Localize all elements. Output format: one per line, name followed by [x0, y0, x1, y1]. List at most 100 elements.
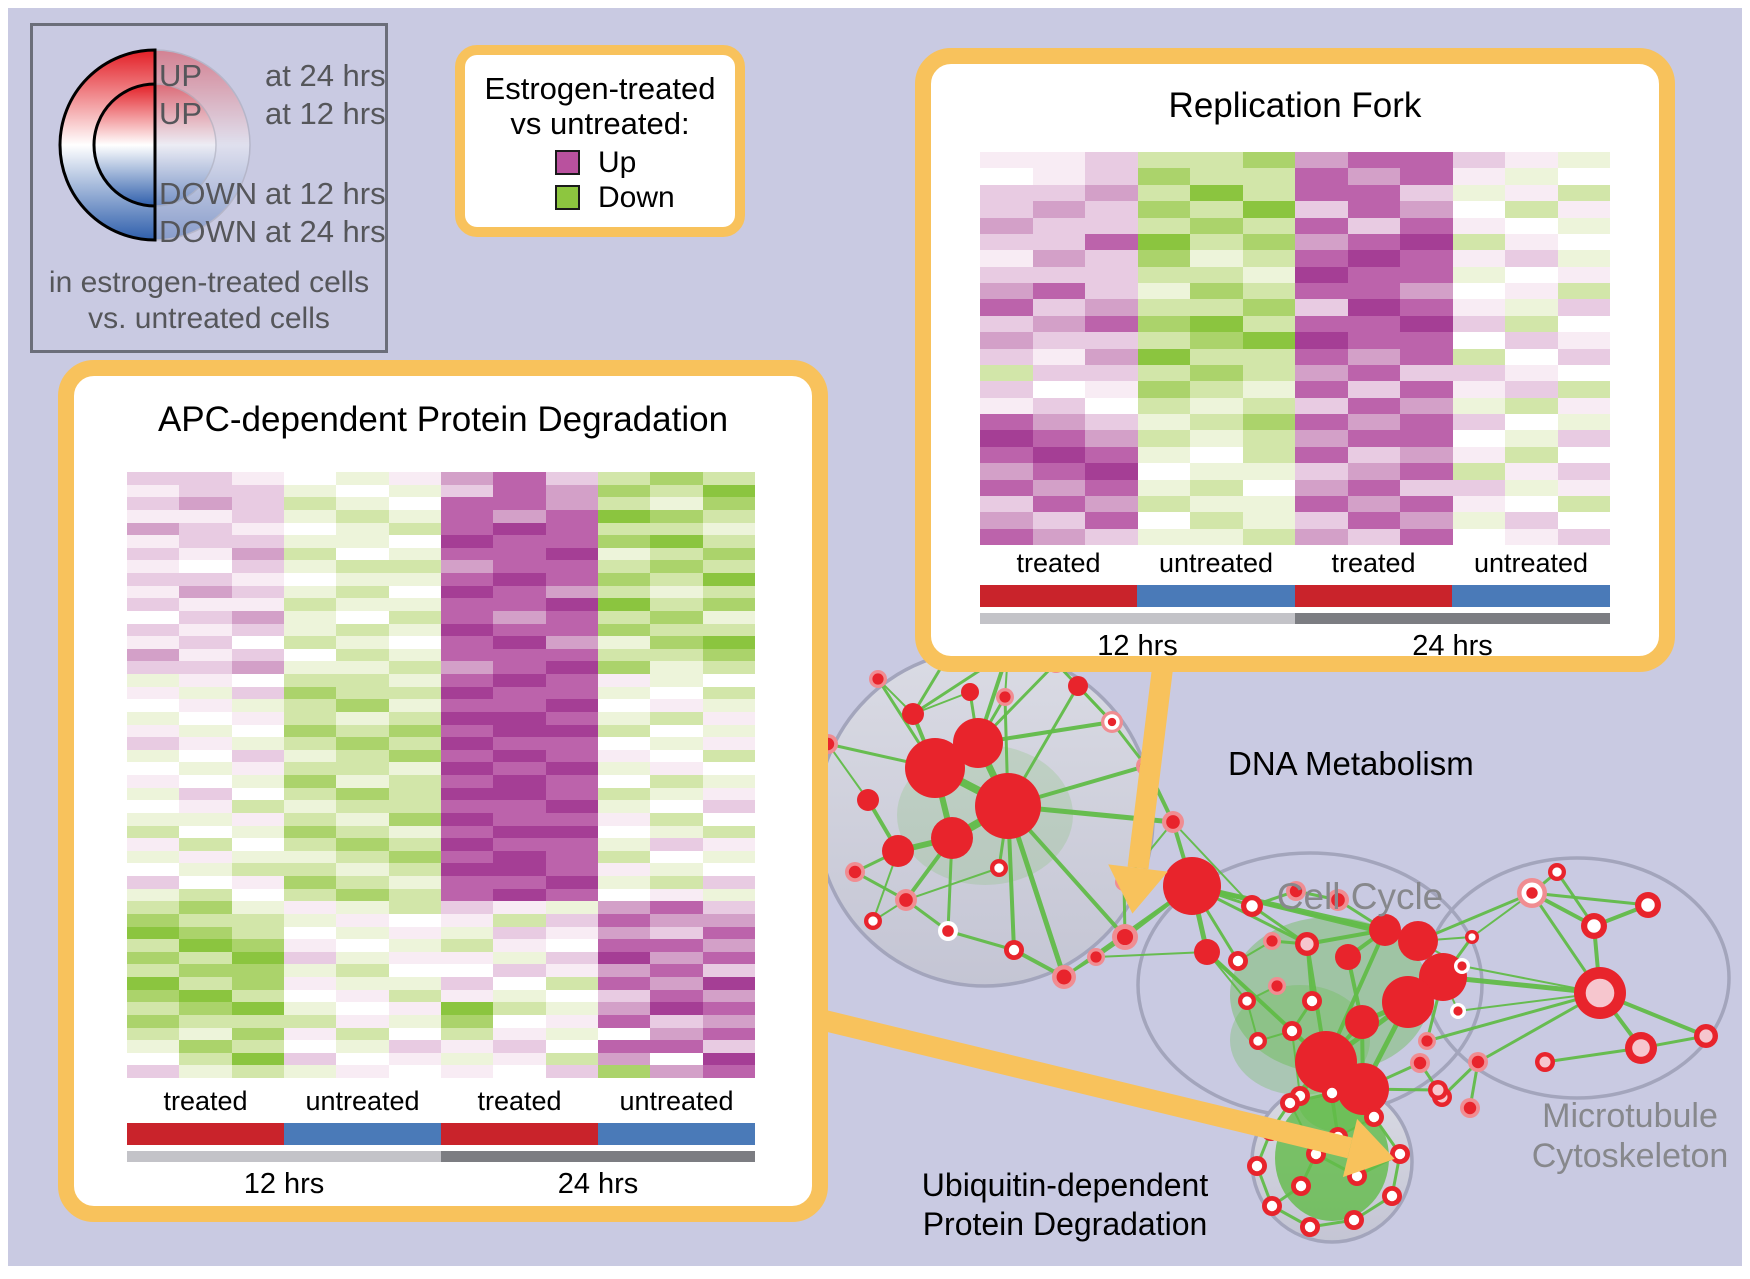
heatmap-row [980, 446, 1610, 464]
apc-24hrs-label: 24 hrs [557, 1168, 639, 1200]
heatmap-row [980, 332, 1610, 349]
heatmap-row [127, 913, 755, 927]
heatmap-row [980, 168, 1610, 185]
heatmap-row [980, 283, 1610, 300]
updown-dir-label: UP [159, 96, 203, 131]
updown-gradient-rings-icon [58, 48, 251, 242]
heatmap-row [127, 573, 755, 586]
heatmap-row [127, 775, 755, 788]
updown-footer-line1: in estrogen-treated cells [48, 266, 370, 299]
heatmap-row [127, 800, 755, 813]
updown-time-label: at 24 hrs [265, 214, 386, 249]
heatmap-row [127, 749, 755, 763]
heatmap-row [127, 825, 755, 839]
microtubule-label-line2: Cytoskeleton [1531, 1137, 1729, 1175]
down-label: Down [598, 181, 675, 214]
heatmap-row [127, 497, 755, 510]
microtubule-cytoskeleton-label: Microtubule Cytoskeleton [1495, 1096, 1750, 1176]
heatmap-row [127, 863, 755, 876]
down-color-swatch [555, 185, 580, 210]
heatmap-row [980, 152, 1610, 169]
updown-legend-box: UP at 24 hrs UP at 12 hrs DOWN at 12 hrs… [30, 23, 388, 353]
heatmap-row [980, 348, 1610, 365]
heatmap-row [127, 547, 755, 561]
time-24hr-bar [441, 1151, 755, 1162]
heatmap-row [127, 509, 755, 523]
color-key-title-line1: Estrogen-treated [484, 71, 716, 106]
heatmap-row [127, 585, 755, 599]
heatmap-row [127, 472, 755, 485]
heatmap-row [127, 939, 755, 952]
treated-bar [441, 1123, 598, 1145]
heatmap-row [127, 636, 755, 649]
heatmap-row [127, 1027, 755, 1041]
ubiquitin-label-line1: Ubiquitin-dependent [921, 1167, 1209, 1203]
untreated-bar [1137, 585, 1295, 607]
apc-group-label: treated [163, 1086, 248, 1116]
heatmap-row [127, 850, 755, 864]
treated-bar [127, 1123, 284, 1145]
heatmap-row [980, 495, 1610, 513]
time-12hr-bar [980, 613, 1295, 624]
heatmap-row [127, 888, 755, 902]
heatmap-row [127, 484, 755, 498]
heatmap-row [980, 463, 1610, 480]
apc-12hrs-label: 12 hrs [243, 1168, 325, 1200]
heatmap-row [980, 528, 1610, 545]
heatmap-row [127, 686, 755, 700]
heatmap-row [980, 414, 1610, 431]
heatmap-row [980, 430, 1610, 447]
heatmap-row [127, 522, 755, 536]
untreated-bar [1452, 585, 1610, 607]
heatmap-row [127, 535, 755, 548]
heatmap-row [980, 381, 1610, 398]
updown-dir-label: DOWN [159, 214, 258, 249]
heatmap-row [127, 812, 755, 826]
heatmap-row [127, 989, 755, 1003]
heatmap-row [980, 217, 1610, 234]
rf-group-label: untreated [1473, 548, 1589, 578]
heatmap-row [980, 479, 1610, 496]
heatmap-row [980, 184, 1610, 202]
heatmap-row [127, 623, 755, 637]
rf-group-label: untreated [1158, 548, 1274, 578]
updown-time-label: at 12 hrs [265, 96, 386, 131]
heatmap-row [127, 648, 755, 662]
heatmap-row [127, 1040, 755, 1053]
rf-group-label: treated [1016, 548, 1101, 578]
heatmap-row [127, 560, 755, 573]
heatmap-row [127, 1014, 755, 1028]
color-key-title-line2: vs untreated: [510, 106, 690, 141]
heatmap-row [127, 724, 755, 738]
heatmap-row [127, 598, 755, 611]
untreated-bar [598, 1123, 755, 1145]
ubiquitin-label-line2: Protein Degradation [922, 1206, 1208, 1242]
heatmap-row [127, 737, 755, 750]
untreated-bar [284, 1123, 441, 1145]
updown-dir-label: UP [159, 58, 203, 93]
replication-fork-panel: Replication Fork treated untreated treat… [915, 48, 1675, 672]
heatmap-row [127, 838, 755, 851]
heatmap-row [127, 674, 755, 687]
heatmap-row [127, 1002, 755, 1015]
treated-bar [980, 585, 1137, 607]
heatmap-row [980, 512, 1610, 529]
heatmap-row [980, 233, 1610, 251]
heatmap-row [127, 787, 755, 801]
heatmap-row [127, 964, 755, 977]
treated-bar [1295, 585, 1452, 607]
updown-dir-label: DOWN [159, 176, 258, 211]
heatmap-row [980, 201, 1610, 218]
heatmap-row [127, 610, 755, 624]
heatmap-row [127, 711, 755, 725]
apc-group-label: untreated [305, 1086, 420, 1116]
heatmap-row [127, 699, 755, 712]
time-12hr-bar [127, 1151, 441, 1162]
heatmap-row [127, 876, 755, 889]
heatmap-row [980, 397, 1610, 414]
apc-panel: APC-dependent Protein Degradation treate… [58, 360, 828, 1222]
updown-time-label: at 24 hrs [265, 58, 386, 93]
heatmap-row [127, 661, 755, 674]
dna-metabolism-label: DNA Metabolism [1228, 745, 1474, 782]
